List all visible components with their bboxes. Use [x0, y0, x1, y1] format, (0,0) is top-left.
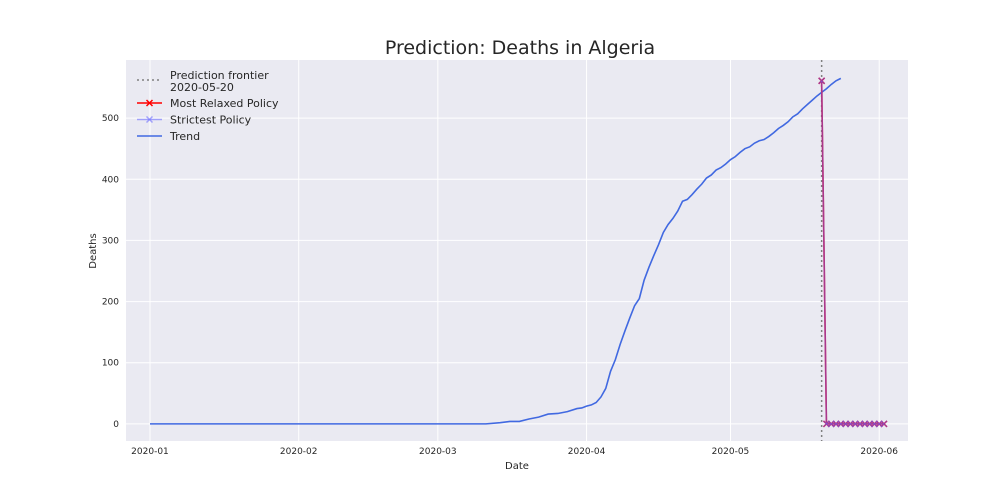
- x-tick-label: 2020-04: [568, 447, 606, 457]
- y-tick-label: 500: [102, 114, 119, 124]
- series-layer: [149, 77, 888, 428]
- y-tick-label: 100: [102, 359, 119, 369]
- plot-area: [126, 60, 908, 441]
- x-tick-label: 2020-02: [280, 447, 318, 457]
- series-trend: [149, 77, 842, 425]
- y-axis-label: Deaths: [88, 233, 99, 268]
- y-tick-label: 200: [102, 298, 119, 308]
- legend-marker: [145, 115, 154, 124]
- data-point-marker: [818, 77, 826, 85]
- legend-label: Most Relaxed Policy: [170, 97, 279, 110]
- x-tick-label: 2020-06: [860, 447, 898, 457]
- legend-label: Strictest Policy: [170, 114, 252, 127]
- x-tick-label: 2020-01: [131, 447, 169, 457]
- legend: Prediction frontier 2020-05-20 Most Relax…: [137, 69, 279, 143]
- data-point-marker: [880, 420, 888, 428]
- legend-label: Trend: [169, 130, 200, 143]
- x-axis-label: Date: [505, 461, 529, 472]
- x-tick-labels: 2020-01 2020-02 2020-03 2020-04 2020-05 2020-…: [131, 447, 898, 457]
- series-strictest-policy: [818, 77, 888, 428]
- y-tick-labels: 0 100 200 300 400 500: [102, 114, 119, 430]
- series-line: [149, 77, 842, 425]
- x-tick-label: 2020-03: [419, 447, 457, 457]
- legend-frontier-label: Prediction frontier: [170, 69, 269, 82]
- y-tick-label: 300: [102, 236, 119, 246]
- y-tick-label: 0: [113, 420, 119, 430]
- grid: [126, 60, 908, 441]
- legend-marker: [145, 99, 154, 107]
- y-tick-label: 400: [102, 175, 119, 185]
- chart-title: Prediction: Deaths in Algeria: [385, 37, 655, 59]
- legend-frontier-label: 2020-05-20: [170, 81, 234, 94]
- x-tick-label: 2020-05: [712, 447, 750, 457]
